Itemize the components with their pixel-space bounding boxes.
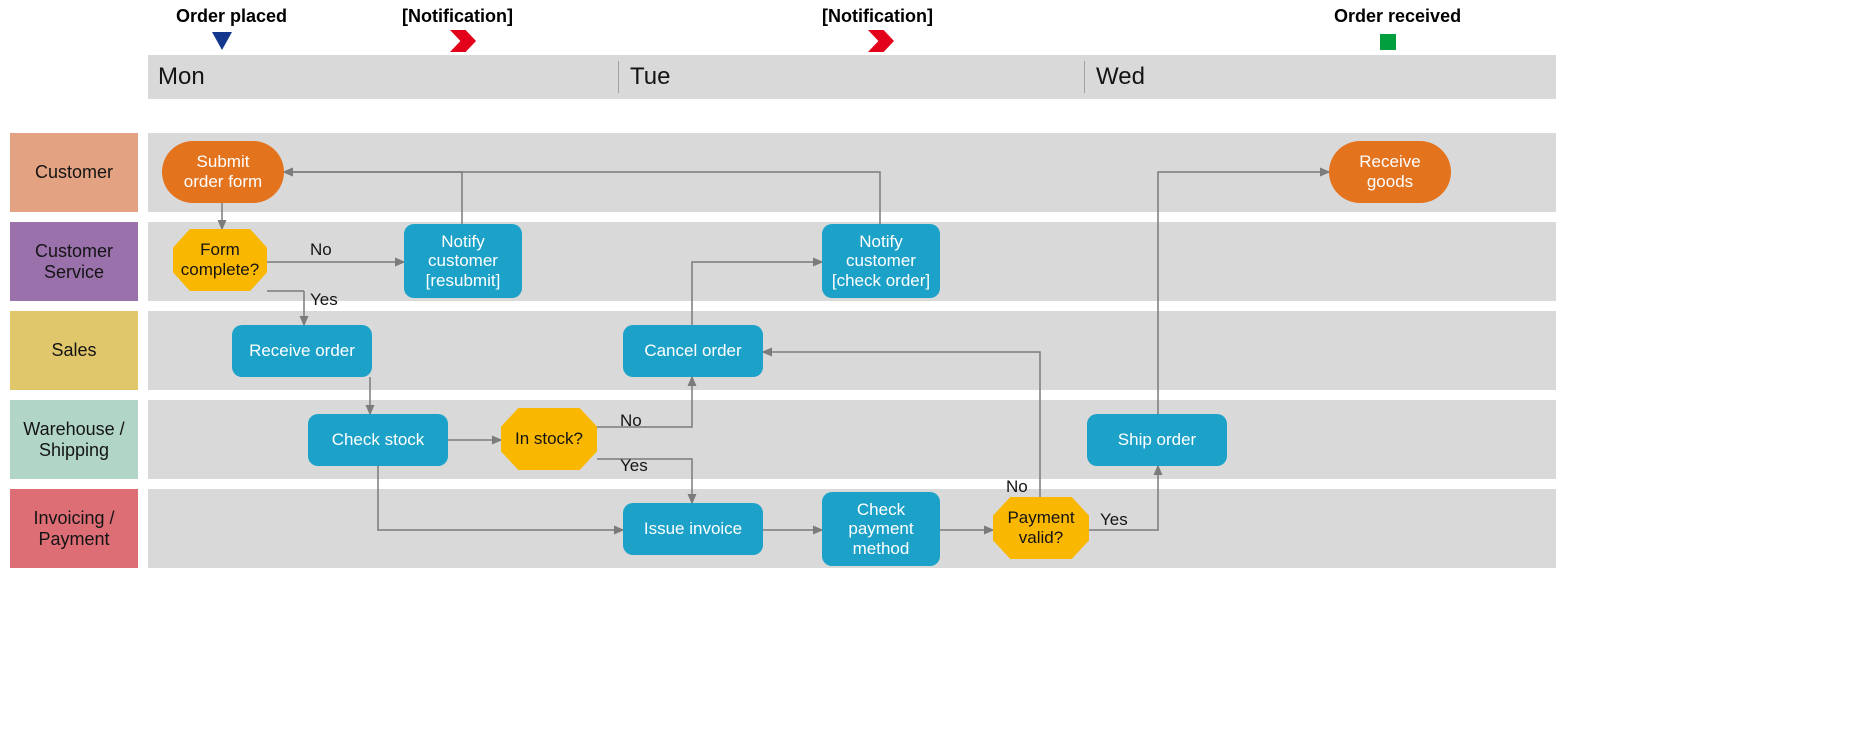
milestone-marker-order-placed — [212, 32, 232, 50]
node-submit-order: Submit order form — [162, 141, 284, 203]
node-issue-invoice: Issue invoice — [623, 503, 763, 555]
node-payment-valid: Payment valid? — [993, 497, 1089, 559]
node-form-complete: Form complete? — [173, 229, 267, 291]
node-ship-order: Ship order — [1087, 414, 1227, 466]
edge-in-stock-to-cancel-order — [597, 377, 692, 427]
edge-label-form-complete-notify-resubmit: No — [310, 240, 332, 260]
edge-cancel-order-to-notify-check — [692, 262, 822, 325]
edge-check-stock-to-issue-invoice — [378, 466, 623, 530]
edge-label-in-stock-issue-invoice: Yes — [620, 456, 648, 476]
edge-payment-valid-to-cancel-order — [763, 352, 1040, 497]
milestone-marker-order-received — [1380, 34, 1396, 50]
node-in-stock: In stock? — [501, 408, 597, 470]
node-cancel-order: Cancel order — [623, 325, 763, 377]
node-notify-resubmit: Notify customer [resubmit] — [404, 224, 522, 298]
edge-label-in-stock-cancel-order: No — [620, 411, 642, 431]
swimlane-diagram: MonTueWedOrder placed[Notification][Noti… — [0, 0, 1856, 747]
edge-label-form-complete-receive-order: Yes — [310, 290, 338, 310]
edge-ship-order-to-receive-goods — [1158, 172, 1329, 414]
edge-label-payment-valid-ship-order: Yes — [1100, 510, 1128, 530]
edge-label-payment-valid-cancel-order: No — [1006, 477, 1028, 497]
edge-notify-check-to-submit-order — [284, 172, 880, 224]
node-receive-order: Receive order — [232, 325, 372, 377]
node-notify-check: Notify customer [check order] — [822, 224, 940, 298]
edge-notify-resubmit-to-submit-order — [284, 172, 462, 224]
node-check-payment: Check payment method — [822, 492, 940, 566]
node-receive-goods: Receive goods — [1329, 141, 1451, 203]
node-check-stock: Check stock — [308, 414, 448, 466]
